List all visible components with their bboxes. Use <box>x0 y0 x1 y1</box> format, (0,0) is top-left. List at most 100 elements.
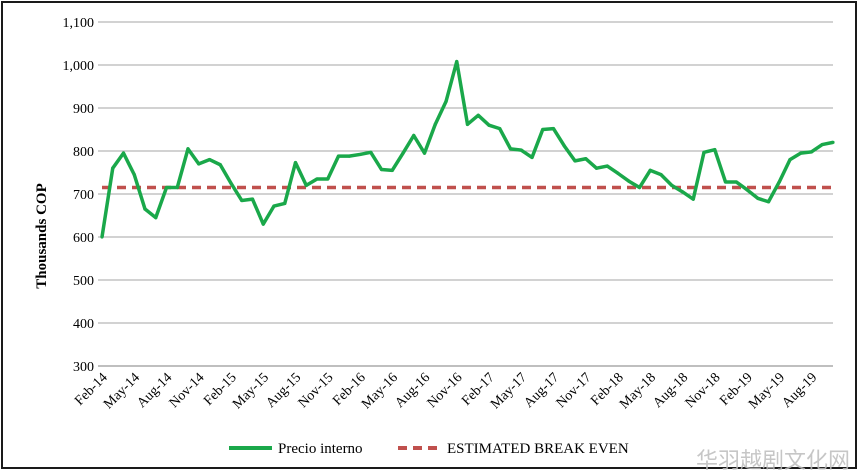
data-point-mar-14 <box>111 166 115 170</box>
x-tick-label: Nov-16 <box>425 370 466 411</box>
data-point-aug-18 <box>680 190 685 194</box>
data-point-aug-15 <box>293 161 298 165</box>
data-point-jun-17 <box>530 155 534 160</box>
y-tick-label: 1,000 <box>63 59 95 74</box>
data-point-apr-17 <box>508 147 513 151</box>
x-tick-label: May-15 <box>230 370 272 412</box>
x-tick-label: Aug-15 <box>263 370 304 411</box>
data-point-nov-18 <box>713 148 717 152</box>
y-axis-label: Thousands COP <box>34 183 50 288</box>
y-tick-label: 900 <box>73 102 94 117</box>
x-tick-label: May-19 <box>746 370 788 412</box>
data-point-sep-17 <box>562 144 566 148</box>
data-point-dec-16 <box>465 122 470 126</box>
data-point-dec-17 <box>594 166 599 170</box>
data-point-oct-16 <box>444 99 448 104</box>
y-tick-label: 800 <box>73 145 94 160</box>
data-point-jul-16 <box>412 133 416 138</box>
data-point-jul-15 <box>283 201 287 206</box>
data-point-aug-16 <box>422 151 427 155</box>
data-point-may-14 <box>132 173 136 177</box>
data-point-apr-18 <box>637 185 642 190</box>
x-tick-label: May-14 <box>101 370 143 412</box>
x-tick-label: Nov-14 <box>167 370 208 411</box>
data-point-mar-16 <box>369 150 373 154</box>
data-point-apr-19 <box>766 200 771 204</box>
data-point-nov-16 <box>455 59 459 64</box>
data-point-feb-16 <box>358 152 362 157</box>
y-tick-label: 1,100 <box>63 16 95 31</box>
data-point-apr-16 <box>379 167 384 172</box>
gridlines <box>98 21 833 367</box>
data-point-dec-18 <box>723 180 728 184</box>
data-point-may-17 <box>519 148 523 152</box>
series-line-precio-interno <box>100 59 834 238</box>
data-point-jun-19 <box>788 158 792 162</box>
data-point-apr-14 <box>121 151 126 155</box>
data-point-jun-16 <box>401 151 405 155</box>
x-tick-label: Nov-18 <box>683 370 724 411</box>
data-point-nov-15 <box>326 177 330 181</box>
legend-label-break-even: ESTIMATED BREAK EVEN <box>447 441 629 457</box>
data-point-jun-14 <box>143 207 147 211</box>
data-point-jul-18 <box>670 183 674 187</box>
data-point-apr-15 <box>250 197 255 201</box>
data-point-mar-15 <box>240 198 244 203</box>
x-tick-label: Aug-17 <box>521 370 562 411</box>
data-point-feb-14 <box>100 235 104 239</box>
data-point-feb-19 <box>745 188 749 192</box>
x-tick-label: Aug-18 <box>650 370 691 411</box>
data-point-nov-17 <box>584 157 588 161</box>
data-point-sep-14 <box>175 185 179 190</box>
x-tick-label: Aug-14 <box>134 370 175 411</box>
data-point-sep-18 <box>691 197 695 201</box>
x-axis-ticks: Feb-14May-14Aug-14Nov-14Feb-15May-15Aug-… <box>72 370 820 412</box>
y-tick-label: 500 <box>73 274 94 289</box>
legend: Precio interno ESTIMATED BREAK EVEN <box>229 441 629 457</box>
data-point-dec-14 <box>207 158 212 162</box>
data-point-mar-17 <box>498 127 502 131</box>
data-point-may-18 <box>648 168 652 172</box>
legend-label-precio-interno: Precio interno <box>278 441 363 457</box>
data-point-jan-19 <box>734 180 738 184</box>
data-point-jun-15 <box>272 204 276 208</box>
x-tick-label: Aug-19 <box>779 370 820 411</box>
x-tick-label: May-17 <box>488 370 530 412</box>
data-point-jun-18 <box>659 173 663 177</box>
data-point-may-19 <box>777 180 781 184</box>
y-tick-label: 300 <box>73 360 94 375</box>
data-point-aug-17 <box>551 127 556 131</box>
x-tick-label: Nov-17 <box>554 370 595 411</box>
data-point-oct-18 <box>702 150 706 154</box>
data-point-jan-15 <box>218 163 222 167</box>
data-point-aug-19 <box>809 150 814 154</box>
data-point-jul-14 <box>154 216 158 220</box>
watermark-text: 华羽越剧文化网 <box>696 449 850 473</box>
data-point-sep-19 <box>820 142 824 147</box>
data-point-aug-14 <box>164 185 169 190</box>
data-point-sep-16 <box>433 122 437 126</box>
data-point-sep-15 <box>304 183 308 187</box>
y-tick-label: 400 <box>73 317 94 332</box>
x-tick-label: May-18 <box>617 370 659 412</box>
y-tick-label: 600 <box>73 231 94 246</box>
data-point-jul-17 <box>541 127 545 132</box>
data-point-jul-19 <box>799 151 803 155</box>
data-point-oct-14 <box>186 147 190 151</box>
data-point-mar-19 <box>756 196 760 200</box>
x-tick-label: Nov-15 <box>296 370 337 411</box>
data-point-oct-19 <box>831 140 835 144</box>
data-point-jan-17 <box>476 113 480 117</box>
data-point-feb-18 <box>616 171 620 175</box>
data-point-jan-16 <box>347 154 351 158</box>
data-point-mar-18 <box>627 179 631 183</box>
data-point-dec-15 <box>336 154 341 158</box>
data-point-oct-15 <box>315 177 319 181</box>
x-tick-label: May-16 <box>359 370 401 412</box>
y-axis-ticks: 300 400 500 600 700 800 900 1,000 1,100 <box>63 16 95 375</box>
data-point-nov-14 <box>197 162 201 166</box>
series-lines <box>100 59 835 239</box>
data-point-may-15 <box>261 222 265 226</box>
